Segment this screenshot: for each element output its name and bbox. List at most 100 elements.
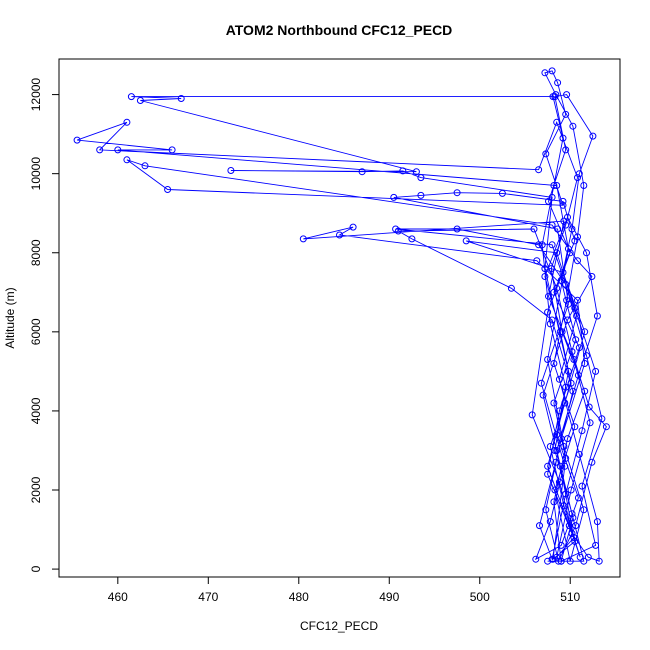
- data-point: [552, 458, 560, 466]
- data-point: [564, 300, 572, 308]
- data-point: [557, 435, 565, 443]
- data-point: [546, 443, 554, 450]
- data-point: [569, 122, 577, 130]
- data-point: [563, 296, 571, 304]
- data-point: [563, 91, 571, 99]
- data-point: [580, 182, 588, 189]
- data-point: [583, 249, 590, 257]
- data-point: [575, 450, 583, 458]
- data-point: [547, 265, 555, 273]
- x-tick-label: 500: [470, 590, 490, 604]
- data-point: [555, 557, 562, 565]
- data-point: [585, 403, 593, 411]
- data-point: [546, 320, 554, 328]
- data-point: [541, 69, 549, 77]
- data-point: [550, 182, 558, 189]
- data-point: [562, 454, 570, 462]
- y-tick-label: 12000: [29, 78, 43, 112]
- data-point: [574, 296, 581, 304]
- y-tick-label: 2000: [29, 476, 43, 503]
- data-point: [551, 486, 559, 494]
- data-point: [123, 156, 131, 164]
- data-point: [536, 522, 543, 530]
- data-point: [114, 146, 122, 154]
- data-point: [539, 391, 547, 399]
- data-point: [548, 241, 556, 249]
- data-point: [554, 225, 562, 233]
- data-point: [578, 482, 586, 490]
- data-point: [546, 518, 554, 526]
- y-tick-label: 8000: [29, 239, 43, 266]
- data-point: [564, 213, 571, 221]
- data-point: [453, 189, 461, 197]
- data-point: [571, 537, 579, 545]
- data-point: [583, 352, 590, 360]
- data-point: [550, 360, 558, 367]
- data-point: [566, 557, 574, 565]
- x-axis: 460 470 480 490 500 510: [108, 576, 581, 604]
- data-point: [570, 534, 578, 541]
- data-point: [580, 557, 588, 565]
- data-point: [593, 312, 601, 320]
- data-point: [550, 498, 558, 506]
- data-point: [462, 237, 470, 245]
- data-point: [581, 328, 589, 336]
- data-point: [349, 223, 357, 231]
- x-tick-label: 510: [560, 590, 580, 604]
- data-point: [555, 375, 563, 383]
- data-point: [602, 423, 610, 431]
- data-point: [561, 462, 569, 470]
- data-point: [537, 379, 545, 387]
- data-point: [555, 478, 563, 486]
- data-point: [566, 249, 574, 257]
- y-axis: 0 2000 4000 6000 8000 10000 12000: [29, 78, 60, 572]
- data-point: [399, 167, 407, 175]
- data-point: [552, 91, 560, 99]
- data-point: [568, 225, 576, 233]
- data-point: [589, 132, 597, 140]
- data-point: [574, 257, 581, 265]
- y-tick-label: 6000: [29, 318, 43, 345]
- data-point: [574, 371, 582, 379]
- data-point: [417, 174, 425, 182]
- data-point: [571, 423, 579, 431]
- data-point: [127, 93, 135, 101]
- data-point: [584, 553, 592, 561]
- chart-title: ATOM2 Northbound CFC12_PECD: [226, 22, 453, 38]
- data-point: [556, 462, 564, 470]
- data-point: [553, 284, 561, 292]
- data-point: [553, 447, 561, 454]
- data-point: [560, 217, 568, 225]
- data-point: [533, 257, 541, 265]
- data-point: [567, 379, 575, 387]
- x-axis-label: CFC12_PECD: [300, 619, 378, 633]
- data-point: [575, 344, 583, 352]
- data-point: [390, 193, 398, 201]
- data-point: [530, 225, 538, 233]
- data-point: [562, 280, 570, 288]
- x-tick-label: 490: [379, 590, 399, 604]
- data-point: [553, 431, 561, 439]
- data-point: [581, 387, 589, 395]
- data-point: [580, 506, 588, 514]
- data-point: [567, 486, 575, 494]
- data-point: [136, 97, 144, 104]
- data-point: [528, 411, 536, 419]
- data-point: [336, 231, 343, 239]
- data-point: [593, 518, 601, 526]
- data-point: [73, 136, 81, 144]
- x-tick-label: 480: [289, 590, 309, 604]
- data-point: [576, 553, 584, 561]
- data-point: [592, 541, 600, 549]
- data-point: [168, 146, 176, 154]
- data-point: [358, 168, 366, 176]
- data-point: [535, 241, 543, 249]
- data-point: [544, 462, 552, 470]
- data-point: [561, 399, 569, 407]
- data-point: [544, 470, 552, 478]
- y-axis-label: Altitude (m): [3, 287, 17, 348]
- data-point: [227, 167, 235, 174]
- data-point: [562, 490, 570, 498]
- data-point: [394, 227, 402, 235]
